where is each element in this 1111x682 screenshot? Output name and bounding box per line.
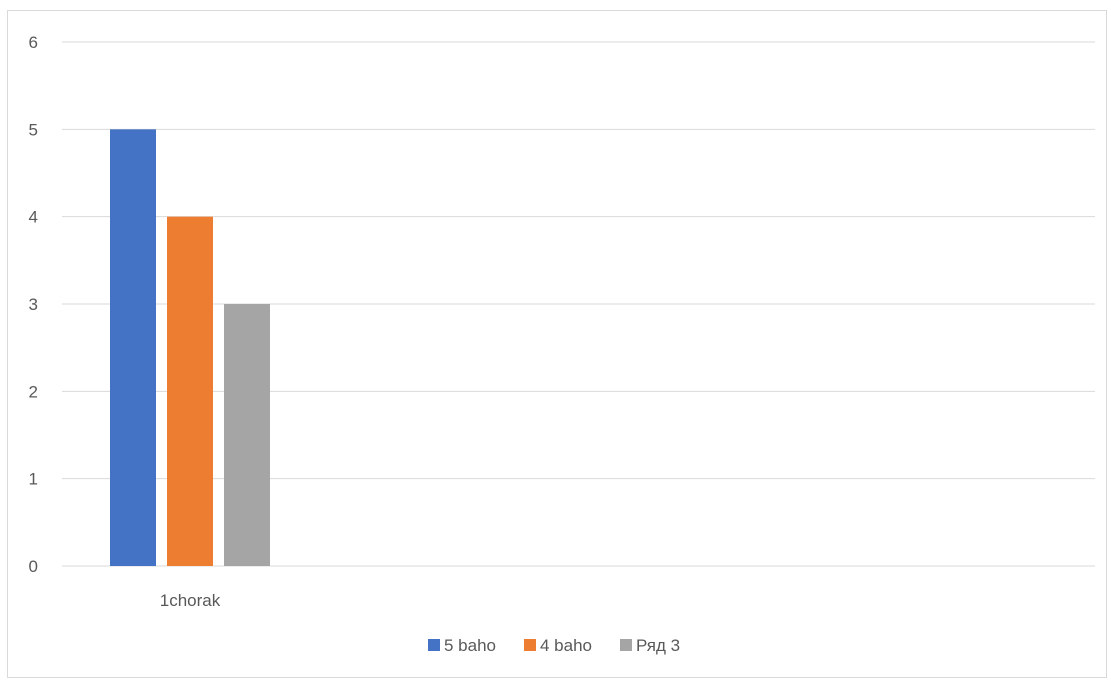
legend-swatch-2 — [620, 639, 632, 651]
y-tick-label-1: 1 — [29, 470, 38, 489]
legend-label-1: 4 baho — [540, 636, 592, 655]
legend-swatch-0 — [428, 639, 440, 651]
y-tick-label-4: 4 — [29, 208, 38, 227]
legend-swatch-1 — [524, 639, 536, 651]
y-tick-label-6: 6 — [29, 33, 38, 52]
y-tick-label-5: 5 — [29, 120, 38, 139]
bar-4-baho-0 — [167, 216, 213, 566]
y-tick-label-0: 0 — [29, 557, 38, 576]
y-tick-label-3: 3 — [29, 295, 38, 314]
legend-label-2: Ряд 3 — [636, 636, 680, 655]
legend-label-0: 5 baho — [444, 636, 496, 655]
bar-ряд-3-0 — [224, 304, 270, 566]
y-tick-label-2: 2 — [29, 382, 38, 401]
bar-5-baho-0 — [110, 129, 156, 567]
x-category-label-0: 1chorak — [160, 591, 221, 610]
